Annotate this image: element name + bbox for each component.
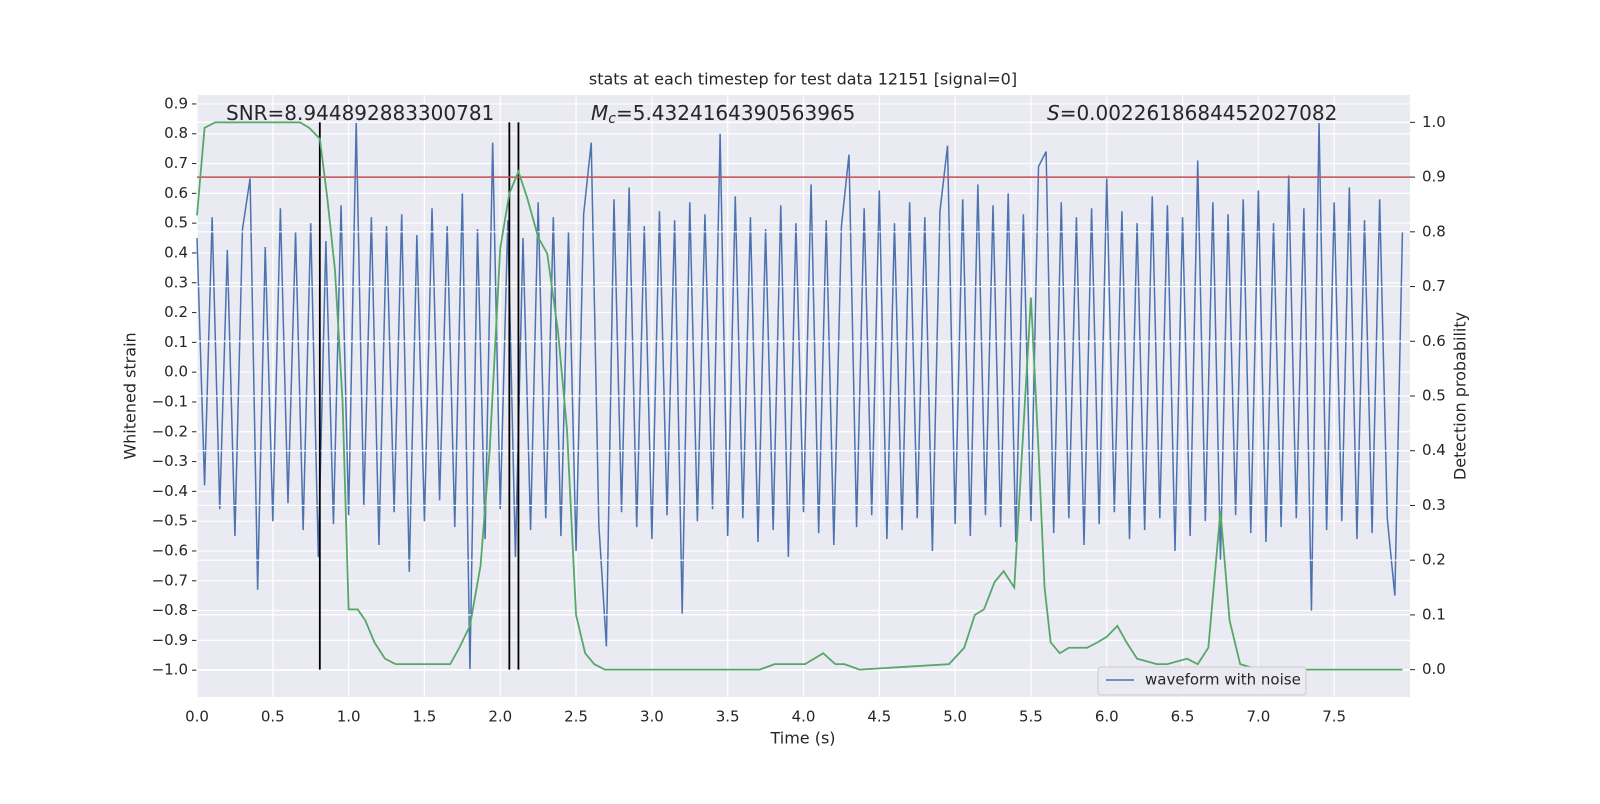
annotation: SNR=8.944892883300781: [226, 101, 494, 125]
y2-tick-label: 0.6: [1422, 332, 1446, 350]
x-tick-label: 3.0: [640, 708, 664, 726]
y-tick-label: 0.9: [164, 94, 188, 112]
annotation: Mc=5.4324164390563965: [591, 101, 855, 128]
y2-tick-label: 0.2: [1422, 551, 1446, 569]
y-tick-label: 0.4: [164, 243, 188, 261]
x-tick-label: 2.0: [488, 708, 512, 726]
x-axis-label: Time (s): [769, 729, 835, 748]
annotation-symbol: M: [591, 101, 608, 125]
x-tick-label: 0.5: [261, 708, 285, 726]
y2-tick-label: 0.8: [1422, 222, 1446, 240]
y-tick-label: −1.0: [152, 661, 188, 679]
annotation-text: =0.0022618684452027082: [1060, 101, 1338, 125]
y2-axis-label: Detection probability: [1451, 312, 1470, 480]
legend: waveform with noise: [1097, 666, 1307, 696]
y-tick-label: −0.3: [152, 452, 188, 470]
annotation-text: SNR=8.944892883300781: [226, 101, 494, 125]
y-tick-label: 0.2: [164, 303, 188, 321]
x-tick-label: 7.0: [1246, 708, 1270, 726]
y-tick-label: −0.9: [152, 631, 188, 649]
y-tick-label: −0.1: [152, 392, 188, 410]
y2-tick-label: 0.1: [1422, 605, 1446, 623]
y-tick-label: 0.5: [164, 214, 188, 232]
y2-tick-label: 0.7: [1422, 277, 1446, 295]
x-tick-label: 1.5: [413, 708, 437, 726]
x-tick-label: 2.5: [564, 708, 588, 726]
annotation: S=0.0022618684452027082: [1047, 101, 1337, 125]
y-tick-label: −0.4: [152, 482, 188, 500]
legend-box: [1097, 666, 1307, 696]
legend-label: waveform with noise: [1145, 671, 1301, 689]
x-tick-label: 7.5: [1322, 708, 1346, 726]
y-tick-label: −0.6: [152, 541, 188, 559]
x-tick-label: 1.0: [337, 708, 361, 726]
y-tick-label: −0.8: [152, 601, 188, 619]
series-line: [196, 121, 1403, 671]
x-tick-label: 4.0: [792, 708, 816, 726]
x-tick-label: 6.5: [1171, 708, 1195, 726]
x-tick-label: 6.0: [1095, 708, 1119, 726]
x-tick-label: 3.5: [716, 708, 740, 726]
y-tick-label: 0.8: [164, 124, 188, 142]
y-tick-label: 0.3: [164, 273, 188, 291]
y2-tick-label: 0.9: [1422, 168, 1446, 186]
y-axis-label: Whitened strain: [121, 332, 140, 459]
y-tick-label: −0.2: [152, 422, 188, 440]
y2-tick-label: 0.0: [1422, 660, 1446, 678]
x-tick-label: 4.5: [867, 708, 891, 726]
y-tick-label: −0.7: [152, 571, 188, 589]
x-tick-label: 5.0: [943, 708, 967, 726]
chart-title: stats at each timestep for test data 121…: [589, 70, 1017, 89]
y-tick-label: 0.1: [164, 333, 188, 351]
x-tick-label: 5.5: [1019, 708, 1043, 726]
y-tick-label: 0.0: [164, 363, 188, 381]
y2-tick-label: 0.3: [1422, 496, 1446, 514]
y-tick-label: −0.5: [152, 512, 188, 530]
y2-tick-label: 0.4: [1422, 441, 1446, 459]
annotation-text: =5.4324164390563965: [616, 101, 855, 125]
y2-tick-label: 0.5: [1422, 387, 1446, 405]
y2-tick-label: 1.0: [1422, 113, 1446, 131]
y-tick-label: 0.7: [164, 154, 188, 172]
y-tick-label: 0.6: [164, 184, 188, 202]
annotation-subscript: c: [608, 111, 616, 127]
x-tick-label: 0.0: [185, 708, 209, 726]
annotation-symbol: S: [1047, 101, 1060, 125]
